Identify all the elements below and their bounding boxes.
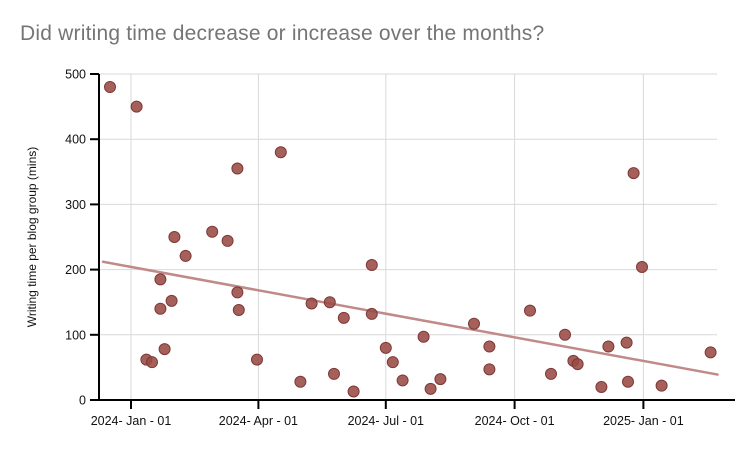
data-point <box>231 286 244 299</box>
data-point <box>704 346 717 359</box>
y-tick-label: 400 <box>65 133 86 147</box>
y-tick-label: 300 <box>65 198 86 212</box>
data-point <box>365 259 378 272</box>
data-point <box>323 296 336 309</box>
y-tick-label: 200 <box>65 263 86 277</box>
x-tick-label: 2024- Apr - 01 <box>219 414 298 428</box>
data-point <box>154 302 167 315</box>
x-tick-label: 2024- Jan - 01 <box>91 414 172 428</box>
data-point <box>337 311 350 324</box>
data-point <box>154 273 167 286</box>
data-point <box>386 356 399 369</box>
data-point <box>379 341 392 354</box>
x-tick-label: 2024- Jul - 01 <box>348 414 424 428</box>
data-point <box>274 146 287 159</box>
data-point <box>545 367 557 380</box>
data-point <box>365 307 378 320</box>
data-point <box>104 81 116 94</box>
data-point <box>595 380 608 393</box>
data-point <box>622 375 634 388</box>
data-point <box>483 340 496 353</box>
trend-line <box>101 260 719 376</box>
data-point <box>231 162 244 175</box>
data-point <box>168 231 181 243</box>
data-point <box>396 374 409 387</box>
chart-title: Did writing time decrease or increase ov… <box>20 22 545 45</box>
data-point <box>524 304 536 317</box>
data-point <box>305 297 318 310</box>
data-point <box>559 328 571 341</box>
data-point <box>146 356 158 369</box>
data-point <box>130 100 143 113</box>
data-point <box>636 260 648 273</box>
data-point <box>627 167 640 180</box>
data-point <box>602 340 615 353</box>
data-point <box>468 317 480 330</box>
data-point <box>571 358 584 371</box>
x-tick-label: 2025- Jan - 01 <box>603 414 684 428</box>
data-point <box>434 373 447 386</box>
data-point <box>158 343 171 356</box>
data-point <box>251 353 263 366</box>
data-point <box>483 363 496 376</box>
y-tick-label: 500 <box>65 68 86 82</box>
data-point <box>417 330 430 343</box>
x-tick-label: 2024- Oct - 01 <box>475 414 555 428</box>
y-tick-label: 100 <box>65 328 86 342</box>
data-point <box>347 385 360 398</box>
data-point <box>328 367 340 380</box>
data-point <box>655 379 668 392</box>
y-tick-label: 0 <box>79 394 86 408</box>
data-point <box>232 304 245 317</box>
data-point <box>165 294 178 307</box>
data-point <box>206 225 219 238</box>
data-point <box>294 375 307 388</box>
data-point <box>424 382 437 395</box>
data-point <box>620 336 633 349</box>
data-point <box>221 234 234 247</box>
data-point <box>179 249 192 262</box>
